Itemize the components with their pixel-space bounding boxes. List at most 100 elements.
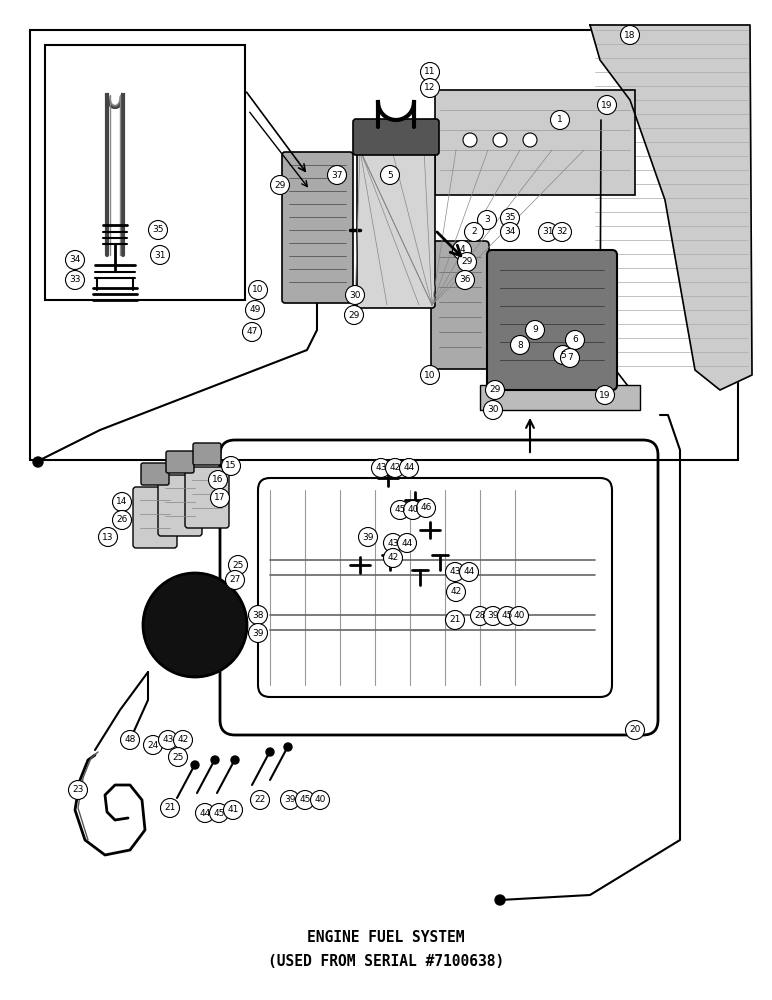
Text: 23: 23 (73, 786, 83, 794)
Circle shape (399, 458, 418, 478)
Circle shape (249, 605, 268, 624)
Text: 14: 14 (117, 497, 127, 506)
Bar (45, 45, 245, 300)
Polygon shape (590, 25, 752, 390)
Circle shape (33, 457, 43, 467)
Text: 5: 5 (560, 351, 566, 360)
Text: 1: 1 (557, 115, 563, 124)
Circle shape (384, 548, 402, 568)
Text: 31: 31 (154, 250, 166, 259)
Text: 43: 43 (162, 736, 174, 744)
Circle shape (327, 165, 347, 184)
Circle shape (539, 223, 557, 241)
Circle shape (250, 790, 269, 810)
Circle shape (66, 250, 84, 269)
Circle shape (493, 133, 507, 147)
Text: 10: 10 (425, 370, 435, 379)
Text: 43: 43 (388, 538, 398, 548)
Text: 46: 46 (420, 504, 432, 512)
Circle shape (465, 223, 483, 241)
Circle shape (398, 534, 417, 552)
Text: 32: 32 (557, 228, 567, 236)
Circle shape (245, 300, 265, 320)
Text: 40: 40 (314, 796, 326, 804)
Circle shape (385, 458, 405, 478)
Circle shape (404, 500, 422, 520)
Circle shape (249, 624, 268, 643)
Text: 29: 29 (462, 257, 472, 266)
Text: 37: 37 (331, 170, 343, 180)
Text: 27: 27 (229, 576, 241, 584)
Text: 13: 13 (102, 532, 113, 542)
Circle shape (229, 556, 248, 574)
Circle shape (500, 223, 520, 241)
Circle shape (452, 240, 472, 259)
Circle shape (231, 756, 239, 764)
Text: 42: 42 (450, 587, 462, 596)
Bar (435, 90, 635, 195)
Circle shape (486, 380, 504, 399)
Text: 40: 40 (408, 506, 418, 514)
FancyBboxPatch shape (353, 119, 439, 155)
Circle shape (148, 221, 168, 239)
Circle shape (621, 25, 639, 44)
Circle shape (113, 492, 131, 512)
Circle shape (69, 780, 87, 800)
Text: 7: 7 (567, 354, 573, 362)
Text: 10: 10 (252, 286, 264, 294)
FancyBboxPatch shape (133, 487, 177, 548)
Circle shape (143, 573, 247, 677)
Text: 48: 48 (124, 736, 136, 744)
Text: 35: 35 (152, 226, 164, 234)
Text: 42: 42 (388, 554, 398, 562)
Text: 2: 2 (471, 228, 477, 236)
Text: 30: 30 (487, 406, 499, 414)
Circle shape (296, 790, 314, 810)
Text: 45: 45 (394, 506, 406, 514)
Circle shape (500, 209, 520, 228)
Text: 26: 26 (117, 516, 127, 524)
Text: 19: 19 (601, 101, 613, 109)
FancyBboxPatch shape (282, 152, 353, 303)
Circle shape (120, 730, 140, 750)
Circle shape (470, 606, 489, 626)
Text: 45: 45 (501, 611, 513, 620)
Text: 43: 43 (375, 464, 387, 473)
Bar (480, 385, 640, 410)
Text: 42: 42 (178, 736, 188, 744)
Text: 16: 16 (212, 476, 224, 485)
Circle shape (151, 245, 170, 264)
Circle shape (266, 748, 274, 756)
Text: 45: 45 (213, 808, 225, 818)
Text: 21: 21 (449, 615, 461, 624)
Circle shape (174, 730, 192, 750)
Text: 9: 9 (532, 326, 538, 334)
Circle shape (99, 528, 117, 546)
Text: 43: 43 (449, 568, 461, 576)
Text: 29: 29 (274, 180, 286, 190)
Circle shape (195, 804, 215, 822)
Circle shape (144, 736, 162, 754)
Text: 39: 39 (362, 532, 374, 542)
Circle shape (625, 720, 645, 740)
Circle shape (384, 534, 402, 552)
Text: 44: 44 (401, 538, 412, 548)
Circle shape (445, 610, 465, 630)
Circle shape (459, 562, 479, 582)
Text: ENGINE FUEL SYSTEM: ENGINE FUEL SYSTEM (307, 930, 465, 946)
Text: 44: 44 (463, 568, 475, 576)
Text: 33: 33 (69, 275, 81, 284)
Text: 41: 41 (227, 806, 239, 814)
Text: 20: 20 (629, 726, 641, 734)
Circle shape (222, 456, 241, 476)
Text: 19: 19 (599, 390, 611, 399)
Circle shape (224, 800, 242, 820)
Circle shape (510, 336, 530, 355)
Text: 28: 28 (474, 611, 486, 620)
Circle shape (66, 270, 84, 290)
Circle shape (161, 798, 180, 818)
Text: 18: 18 (625, 30, 636, 39)
Text: 3: 3 (484, 216, 490, 225)
Circle shape (280, 790, 300, 810)
Circle shape (208, 471, 228, 489)
